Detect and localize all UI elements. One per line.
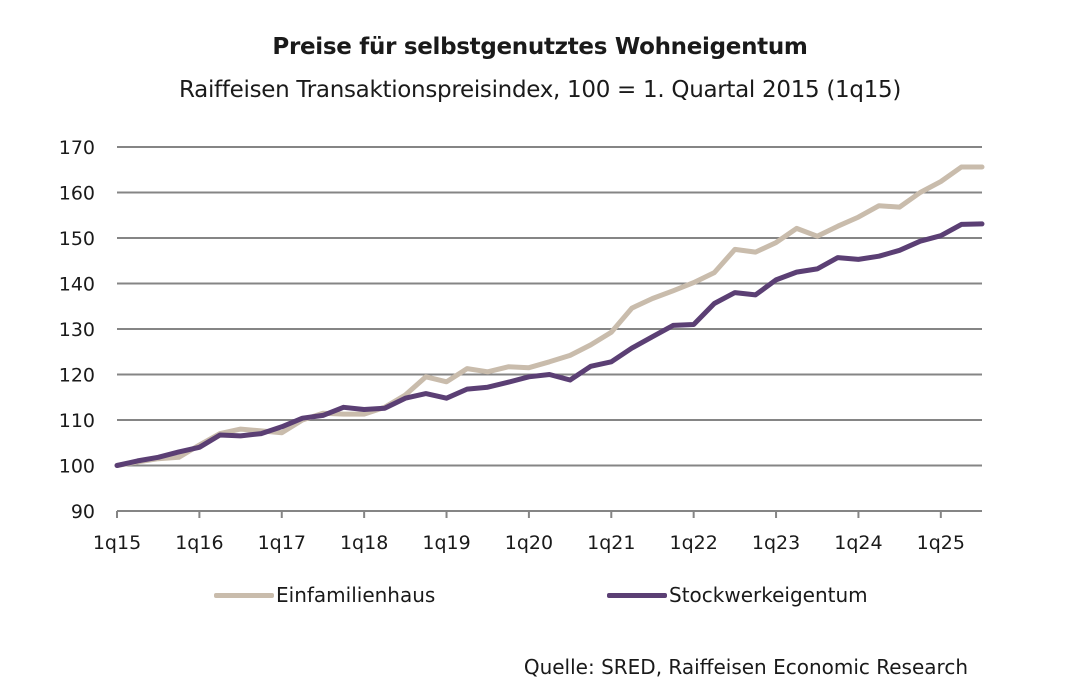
x-tick-label: 1q16 <box>175 532 223 554</box>
legend-label-einfamilienhaus: Einfamilienhaus <box>276 583 436 607</box>
x-tick-label: 1q18 <box>340 532 388 554</box>
legend-swatch-einfamilienhaus <box>214 592 274 598</box>
y-axis-ticks: 90 100 110 120 130 140 150 160 170 <box>59 137 95 523</box>
y-tick-label: 120 <box>59 365 95 387</box>
legend-item-stockwerkeigentum: Stockwerkeigentum <box>607 582 868 608</box>
x-tick-label: 1q23 <box>752 532 800 554</box>
y-tick-label: 140 <box>59 274 95 296</box>
x-tick-label: 1q19 <box>422 532 470 554</box>
x-axis: 1q15 1q16 1q17 1q18 1q19 1q20 1q21 1q22 1q23 1q24… <box>93 511 965 554</box>
x-tick-label: 1q17 <box>258 532 306 554</box>
legend-item-einfamilienhaus: Einfamilienhaus <box>214 582 435 608</box>
source-note: Quelle: SRED, Raiffeisen Economic Resear… <box>523 655 968 679</box>
x-tick-label: 1q20 <box>505 532 553 554</box>
y-tick-label: 110 <box>59 410 95 432</box>
series-line-einfamilienhaus <box>114 164 985 468</box>
x-tick-label: 1q25 <box>917 532 965 554</box>
gridlines <box>117 146 982 512</box>
legend-label-stockwerkeigentum: Stockwerkeigentum <box>669 583 868 607</box>
chart-title: Preise für selbstgenutztes Wohneigentum <box>272 34 808 60</box>
chart-subtitle: Raiffeisen Transaktionspreisindex, 100 =… <box>178 77 902 103</box>
series-line-stockwerkeigentum <box>114 221 985 468</box>
y-tick-label: 150 <box>59 228 95 250</box>
y-tick-label: 90 <box>71 501 95 523</box>
x-tick-label: 1q24 <box>834 532 882 554</box>
y-tick-label: 170 <box>59 137 95 159</box>
y-tick-label: 160 <box>59 183 95 205</box>
y-tick-label: 130 <box>59 319 95 341</box>
legend-swatch-stockwerkeigentum <box>607 592 667 598</box>
y-tick-label: 100 <box>59 456 95 478</box>
x-tick-label: 1q22 <box>670 532 718 554</box>
x-tick-label: 1q15 <box>93 532 141 554</box>
x-tick-label: 1q21 <box>587 532 635 554</box>
series-lines <box>114 164 985 468</box>
